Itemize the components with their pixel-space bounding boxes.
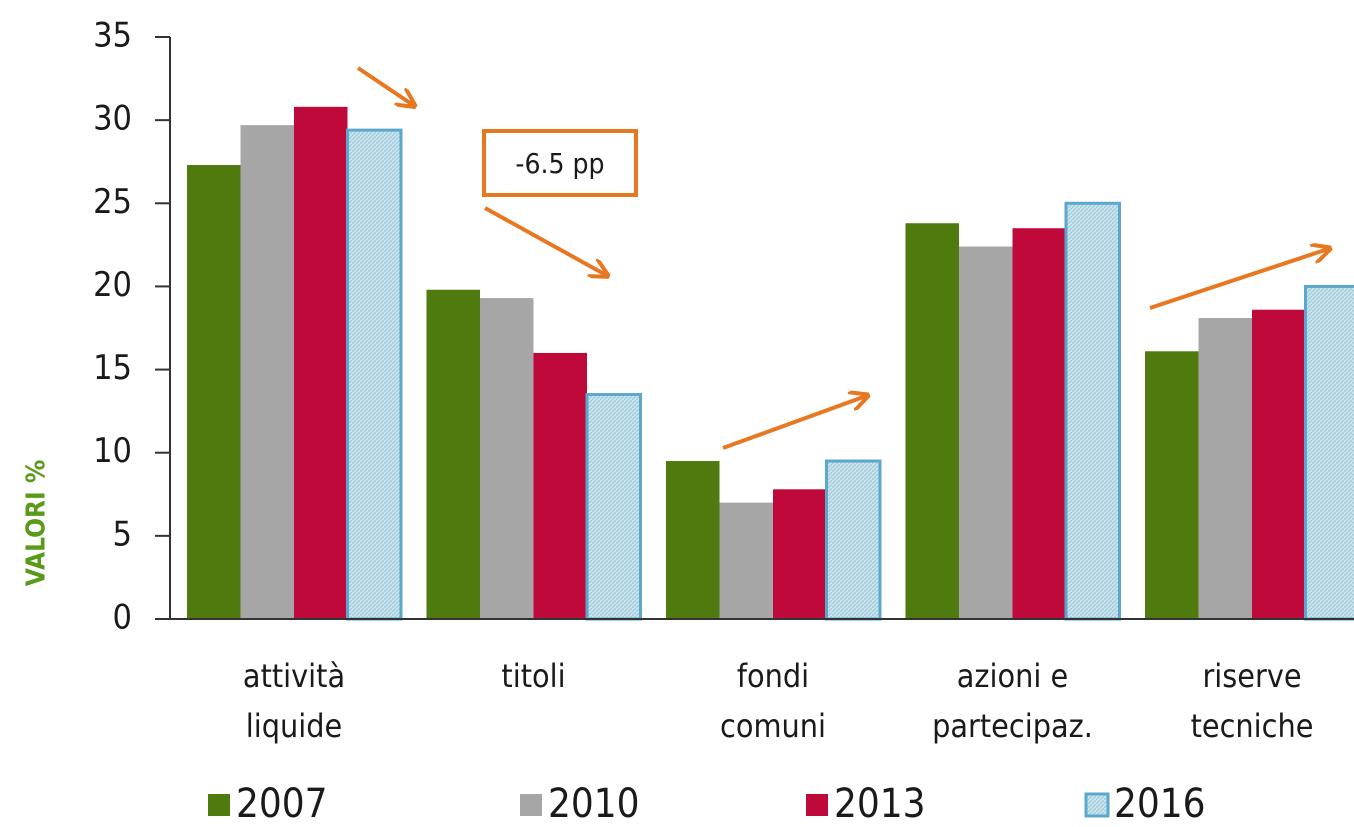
x-tick-label: liquide xyxy=(246,707,343,745)
x-tick-label: partecipaz. xyxy=(932,707,1093,745)
y-tick-label: 10 xyxy=(93,431,132,471)
bar xyxy=(719,502,773,619)
bar xyxy=(294,106,348,620)
x-tick-label: riserve xyxy=(1202,657,1301,695)
x-tick-label: comuni xyxy=(720,707,826,745)
legend-swatch xyxy=(806,794,828,816)
bar xyxy=(773,489,827,619)
legend-label: 2010 xyxy=(548,781,640,827)
bar xyxy=(1064,201,1121,621)
bar xyxy=(1145,351,1199,619)
y-tick-label: 25 xyxy=(93,182,132,222)
y-axis-label: VALORI % xyxy=(22,460,52,587)
bar xyxy=(240,125,294,619)
bar xyxy=(905,223,959,620)
legend-swatch xyxy=(208,794,230,816)
bar xyxy=(187,165,241,620)
annotation-box xyxy=(482,129,638,197)
bar xyxy=(825,459,882,621)
bar xyxy=(1012,228,1066,619)
trend-arrows xyxy=(356,66,1328,450)
y-tick-label: 30 xyxy=(93,99,132,139)
y-tick-label: 20 xyxy=(93,265,132,305)
bar xyxy=(1198,318,1252,619)
bar xyxy=(666,461,720,619)
legend-swatch xyxy=(1084,792,1110,818)
bar xyxy=(959,246,1013,619)
y-tick-label: 15 xyxy=(93,348,132,388)
legend-label: 2013 xyxy=(834,781,926,827)
bar xyxy=(480,298,534,619)
y-tick-label: 0 xyxy=(113,598,132,638)
bar xyxy=(426,289,480,619)
bar xyxy=(533,352,587,619)
bar xyxy=(585,393,642,621)
annotation: -6.5 pp xyxy=(515,147,604,180)
x-tick-label: titoli xyxy=(501,657,565,695)
x-tick-label: azioni e xyxy=(957,657,1068,695)
y-tick-label: 35 xyxy=(93,16,132,56)
legend-label: 2007 xyxy=(236,781,328,827)
y-tick-label: 5 xyxy=(113,514,132,554)
x-tick-label: tecniche xyxy=(1191,707,1314,745)
bar xyxy=(1304,284,1354,621)
bar xyxy=(346,128,403,621)
legend-label: 2016 xyxy=(1114,781,1206,827)
bar xyxy=(1252,309,1306,619)
x-tick-label: fondi xyxy=(737,657,809,695)
x-tick-label: attività xyxy=(243,657,345,695)
legend-swatch xyxy=(520,794,542,816)
